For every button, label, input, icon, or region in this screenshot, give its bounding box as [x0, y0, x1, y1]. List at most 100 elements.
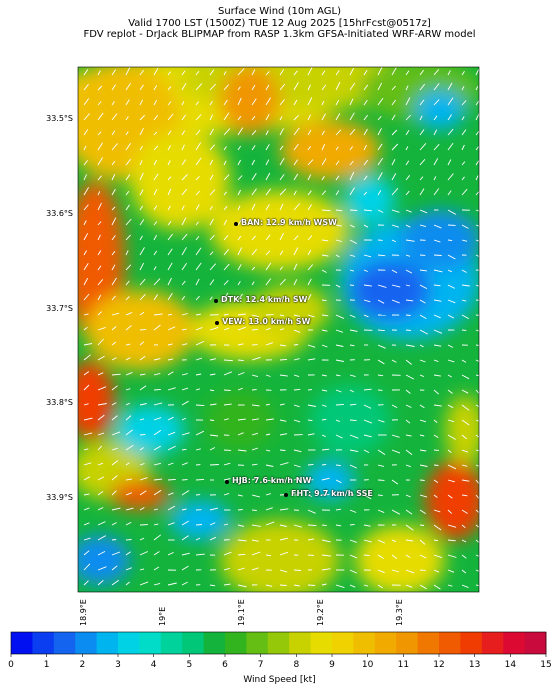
wind-arrow: [265, 449, 271, 452]
wind-arrow: [167, 101, 172, 106]
wind-arrow: [139, 69, 144, 76]
wind-arrow: [321, 70, 326, 76]
wind-arrow: [391, 569, 400, 573]
wind-arrow: [321, 583, 327, 586]
wind-arrow: [167, 292, 173, 301]
wind-arrow: [265, 71, 270, 76]
wind-arrow: [139, 355, 146, 361]
wind-arrow: [475, 389, 479, 395]
wind-arrow: [265, 113, 270, 121]
wind-arrow: [279, 295, 284, 301]
longitude-label: 19.3°E: [395, 599, 404, 626]
wind-arrow: [125, 567, 132, 571]
wind-arrow: [447, 114, 452, 121]
wind-arrow: [293, 220, 297, 226]
wind-arrow: [237, 494, 243, 497]
wind-arrow: [251, 374, 259, 378]
wind-arrow: [433, 176, 437, 181]
wind-arrow: [461, 314, 470, 319]
wind-arrow: [405, 434, 412, 437]
wind-arrow: [265, 374, 271, 377]
wind-arrow: [461, 144, 465, 151]
wind-arrow: [237, 205, 241, 211]
wind-arrow: [321, 254, 329, 257]
wind-arrow: [279, 403, 285, 406]
wind-arrow: [433, 344, 442, 347]
wind-arrow: [349, 224, 355, 228]
wind-arrow: [405, 85, 409, 91]
wind-arrow: [97, 386, 107, 391]
wind-arrow: [433, 509, 441, 513]
wind-arrow: [391, 284, 401, 288]
wind-arrow: [349, 464, 357, 469]
wind-arrow: [167, 462, 174, 466]
wind-arrow: [83, 277, 89, 286]
wind-arrow: [97, 535, 106, 541]
wind-arrow: [433, 69, 440, 76]
wind-arrow: [223, 292, 229, 301]
wind-arrow: [125, 402, 131, 406]
wind-arrow: [279, 220, 283, 226]
wind-arrow: [97, 157, 103, 166]
wind-arrow: [279, 128, 284, 136]
wind-arrow: [125, 116, 129, 121]
wind-arrow: [223, 403, 232, 406]
wind-arrow: [335, 508, 342, 511]
wind-arrow: [419, 329, 429, 335]
wind-arrow: [251, 145, 256, 151]
station-dot[interactable]: [215, 321, 219, 325]
wind-arrow: [153, 67, 159, 76]
wind-arrow: [83, 113, 90, 121]
wind-arrow: [167, 313, 173, 316]
wind-arrow: [125, 280, 130, 286]
wind-arrow: [265, 250, 271, 256]
wind-arrow: [97, 326, 106, 331]
wind-arrow: [433, 479, 439, 483]
wind-arrow: [433, 224, 442, 229]
wind-arrow: [209, 83, 217, 91]
wind-arrow: [251, 418, 259, 421]
wind-arrow: [251, 203, 256, 211]
wind-arrow: [97, 279, 104, 286]
wind-arrow: [279, 462, 289, 466]
wind-arrow: [293, 114, 299, 121]
station-dot[interactable]: [234, 222, 238, 226]
wind-arrow: [139, 160, 143, 166]
wind-arrow: [293, 404, 300, 408]
wind-arrow: [153, 278, 161, 286]
wind-arrow: [265, 159, 270, 166]
wind-arrow: [433, 269, 443, 273]
station-dot[interactable]: [214, 299, 218, 303]
wind-arrow: [405, 269, 413, 274]
wind-arrow: [209, 389, 215, 392]
wind-arrow: [279, 524, 287, 527]
wind-arrow: [293, 173, 299, 181]
wind-arrow: [97, 191, 101, 196]
station-dot[interactable]: [284, 493, 288, 497]
wind-arrow: [307, 114, 312, 121]
wind-arrow: [391, 143, 399, 151]
station-dot[interactable]: [225, 480, 229, 484]
wind-arrow: [209, 218, 214, 226]
colorbar-swatch: [32, 632, 55, 654]
wind-arrow: [181, 400, 189, 406]
wind-arrow: [181, 188, 188, 196]
wind-arrow: [83, 326, 88, 331]
wind-arrow: [377, 209, 384, 213]
wind-arrow: [363, 554, 370, 557]
wind-arrow: [405, 146, 409, 151]
wind-arrow: [279, 203, 284, 211]
wind-arrow: [167, 445, 176, 451]
title-line-1: Surface Wind (10m AGL): [217, 6, 342, 17]
wind-arrow: [321, 158, 327, 166]
wind-arrow: [167, 71, 172, 76]
colorbar-tick-label: 11: [397, 660, 410, 670]
wind-arrow: [335, 239, 343, 242]
colorbar-tick-label: 5: [186, 660, 193, 670]
wind-arrow: [475, 554, 479, 557]
wind-arrow: [139, 247, 145, 256]
wind-arrow: [139, 433, 146, 436]
wind-arrow: [293, 159, 299, 166]
wind-arrow: [391, 359, 397, 363]
wind-arrow: [475, 284, 479, 287]
